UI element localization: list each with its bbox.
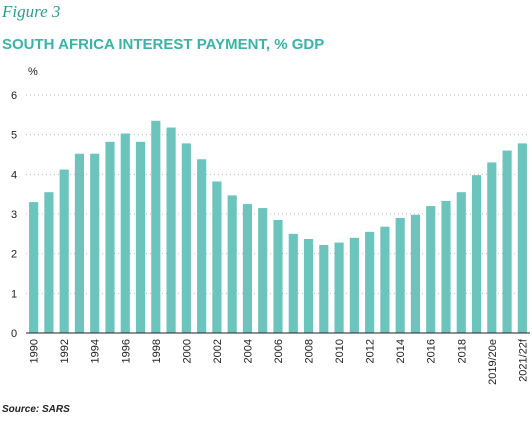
bar (273, 219, 283, 333)
source: Source: SARS (2, 404, 70, 415)
bar (471, 175, 482, 333)
x-tick-label: 2010 (334, 339, 346, 363)
y-tick-label: 5 (11, 130, 17, 142)
bar (502, 150, 512, 333)
bar (334, 242, 344, 333)
x-tick-label: 2012 (365, 339, 377, 363)
y-axis-label: % (28, 66, 38, 78)
figure-label: Figure 3 (1, 2, 60, 21)
x-tick-label: 2016 (426, 339, 438, 363)
bar (319, 244, 329, 333)
x-tick-label: 2004 (242, 339, 254, 363)
x-tick-label: 2018 (456, 339, 468, 363)
bar (197, 159, 207, 333)
x-tick-label: 2008 (304, 339, 316, 363)
bar (288, 233, 298, 333)
bar (349, 237, 359, 333)
bar (59, 169, 69, 333)
bar (29, 202, 39, 333)
bar (212, 181, 222, 333)
x-tick-label: 2019/20e (487, 339, 499, 385)
bar (105, 141, 115, 333)
x-tick-label: 1998 (151, 339, 163, 363)
y-tick-label: 4 (11, 169, 17, 181)
bar (303, 238, 314, 333)
x-tick-label: 2006 (273, 339, 285, 363)
y-tick-label: 1 (11, 288, 17, 300)
bar (365, 231, 375, 333)
bar (258, 208, 268, 333)
y-tick-label: 2 (11, 249, 17, 261)
bar (517, 143, 527, 333)
x-tick-label: 1990 (29, 339, 41, 363)
bar (151, 120, 161, 334)
chart-title: SOUTH AFRICA INTEREST PAYMENT, % GDP (2, 36, 324, 53)
bar (380, 226, 390, 333)
y-tick-label: 3 (11, 209, 17, 221)
bar (90, 153, 100, 333)
bar (487, 162, 497, 333)
x-tick-label: 2014 (395, 339, 407, 363)
bar (44, 192, 54, 333)
y-tick-label: 0 (11, 328, 17, 340)
bar (242, 204, 253, 333)
y-tick-label: 6 (11, 90, 17, 102)
x-tick-label: 1996 (120, 339, 132, 363)
bar (227, 195, 237, 333)
bar (120, 133, 130, 333)
bar (74, 153, 85, 333)
bar (395, 217, 405, 333)
x-tick-label: 1994 (90, 339, 102, 363)
bar (410, 214, 421, 333)
bar (166, 127, 176, 333)
bar (181, 143, 191, 333)
bar (135, 141, 146, 333)
x-tick-label: 1992 (59, 339, 71, 363)
bar (456, 192, 466, 333)
bar (441, 200, 451, 333)
x-tick-label: 2021/22f (517, 338, 529, 382)
x-tick-label: 2002 (212, 339, 224, 363)
x-tick-label: 2000 (181, 339, 193, 363)
bar (426, 206, 436, 333)
